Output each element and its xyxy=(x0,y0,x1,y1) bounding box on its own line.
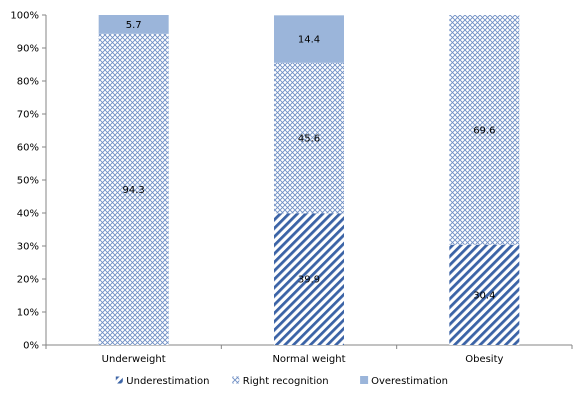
data-label: 39.9 xyxy=(298,275,320,286)
y-tick-label: 10% xyxy=(17,308,39,319)
bar-segment-right-recognition xyxy=(274,62,344,214)
bar-segment-underestimation xyxy=(449,244,520,345)
y-tick-label: 50% xyxy=(17,176,39,187)
legend-label: Underestimation xyxy=(126,376,209,387)
legend-swatch xyxy=(231,375,241,385)
y-tick-label: 20% xyxy=(17,275,39,286)
legend-item-underestimation: Underestimation xyxy=(114,375,209,387)
legend-item-overestimation: Overestimation xyxy=(360,376,448,387)
legend-item-right-recognition: Right recognition xyxy=(231,375,329,387)
bar-segment-overestimation xyxy=(98,15,169,34)
legend-swatch xyxy=(114,375,124,385)
legend-label: Right recognition xyxy=(243,376,329,387)
bars xyxy=(98,15,520,346)
y-tick-label: 80% xyxy=(17,77,39,88)
legend: Underestimation Right recognition Overesti… xyxy=(114,375,448,387)
bar-segment-right-recognition xyxy=(98,33,169,346)
data-label: 94.3 xyxy=(123,185,145,196)
y-tick-label: 60% xyxy=(17,143,39,154)
y-tick-label: 100% xyxy=(10,11,39,22)
legend-label: Overestimation xyxy=(371,376,448,387)
data-label: 30.4 xyxy=(473,290,495,301)
data-label: 5.7 xyxy=(126,20,142,31)
bar-segment-underestimation xyxy=(274,213,344,345)
y-tick-label: 70% xyxy=(17,110,39,121)
y-tick-label: 90% xyxy=(17,44,39,55)
data-label: 69.6 xyxy=(473,125,495,136)
data-labels: 94.3 5.7 39.9 45.6 14.4 30.4 69.6 xyxy=(123,20,496,301)
axes: 0% 10% 20% 30% 40% 50% 60% 70% 80% 90% 100% Underwe… xyxy=(10,11,573,365)
bar-segment-overestimation xyxy=(274,15,344,63)
data-label: 14.4 xyxy=(298,35,320,46)
legend-swatch xyxy=(360,376,369,384)
x-tick-label: Underweight xyxy=(102,354,166,365)
y-tick-label: 30% xyxy=(17,242,39,253)
bar-segment-right-recognition xyxy=(449,15,520,245)
x-tick-label: Obesity xyxy=(465,354,503,365)
y-tick-label: 0% xyxy=(23,341,39,352)
y-tick-label: 40% xyxy=(17,209,39,220)
data-label: 45.6 xyxy=(298,134,320,145)
x-tick-label: Normal weight xyxy=(272,354,345,365)
